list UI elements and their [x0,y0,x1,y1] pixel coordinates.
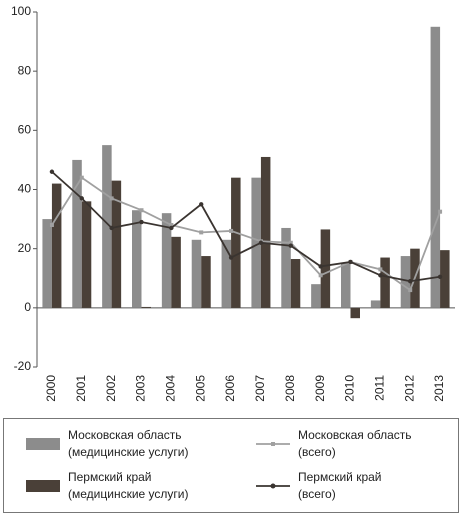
legend-swatch [26,480,60,492]
bar [72,159,82,308]
legend-swatch [26,438,60,450]
bar [440,250,450,308]
bar [380,257,390,308]
marker [109,225,114,231]
chart: -20 0 20 40 60 80 100 2000 2001 2002 2003 2004 2005 2… [11,4,455,402]
legend-item: Пермский край (медицинские услуги) [24,469,188,503]
legend-label: Московская область (медицинские услуги) [68,428,189,459]
marker [437,274,443,279]
bar [221,239,232,308]
legend-label: Пермский край (медицинские услуги) [68,470,189,501]
marker [199,202,204,207]
swatch [26,480,60,492]
bar [370,300,381,308]
x-tick-label: 2013 [432,375,446,402]
legend-swatch [256,483,290,489]
bar [191,239,202,308]
line [51,171,441,283]
y-tick-label: 100 [11,4,31,18]
marker [139,208,144,213]
x-tick-label: 2012 [402,375,416,402]
marker [318,273,323,278]
bar [42,219,52,308]
marker [199,230,204,235]
bar [290,259,301,308]
marker [408,288,413,293]
marker [258,240,264,245]
bar [201,256,211,308]
bar [251,177,261,308]
bar [102,145,112,308]
y-tick-label: 0 [24,300,31,314]
bar [320,229,331,308]
x-tick-label: 2007 [253,375,267,402]
y-tick-label: 80 [18,63,32,77]
bar [311,284,321,308]
x-tick-label: 2003 [134,375,148,402]
bar [281,227,291,308]
x-tick-label: 2009 [313,375,327,402]
x-tick-label: 2010 [343,375,357,402]
marker [378,273,383,278]
marker [79,196,84,201]
y-tick-label: 60 [18,123,32,137]
bar [51,183,62,308]
marker [348,259,353,265]
marker [109,196,114,201]
bar [260,156,271,308]
marker [79,175,84,180]
bar [132,210,142,308]
bar [341,263,351,308]
y-tick-label: 20 [18,241,32,255]
marker [229,228,234,233]
bar [430,26,441,308]
y-tick-label: 40 [18,182,32,196]
x-tick-label: 2006 [223,375,237,402]
legend-swatch [256,442,290,446]
x-tick-label: 2000 [44,375,58,402]
y-tick-label: -20 [14,359,32,373]
bar [81,201,92,308]
marker [49,223,54,227]
marker [408,279,413,284]
swatch [271,442,275,446]
marker [49,169,55,174]
marker [318,264,323,269]
marker [169,223,174,227]
swatch [270,483,276,489]
bar [231,177,241,308]
x-tick-label: 2008 [283,375,297,402]
x-tick-label: 2011 [373,375,387,401]
x-tick-label: 2004 [164,375,178,402]
bar [350,307,360,319]
marker [378,267,383,272]
legend-label: Пермский край (всего) [298,470,382,501]
x-tick-label: 2002 [104,375,118,402]
marker [228,255,234,260]
marker [288,240,293,245]
marker [169,225,174,231]
bar [400,256,411,308]
x-tick-label: 2001 [74,375,88,402]
bar [171,236,181,308]
line [51,176,441,292]
bar [111,180,122,308]
legend-label: Московская область (всего) [298,428,412,459]
x-tick-label: 2005 [193,375,207,402]
marker [139,219,144,225]
marker [438,209,443,214]
legend-item: Московская область (всего) [254,427,412,461]
legend-item: Пермский край (всего) [254,469,382,503]
swatch [26,438,60,450]
marker [288,243,293,248]
bar [161,213,172,308]
legend: Московская область (медицинские услуги) П… [3,418,459,513]
legend-item: Московская область (медицинские услуги) [24,427,188,461]
bar [141,306,151,308]
